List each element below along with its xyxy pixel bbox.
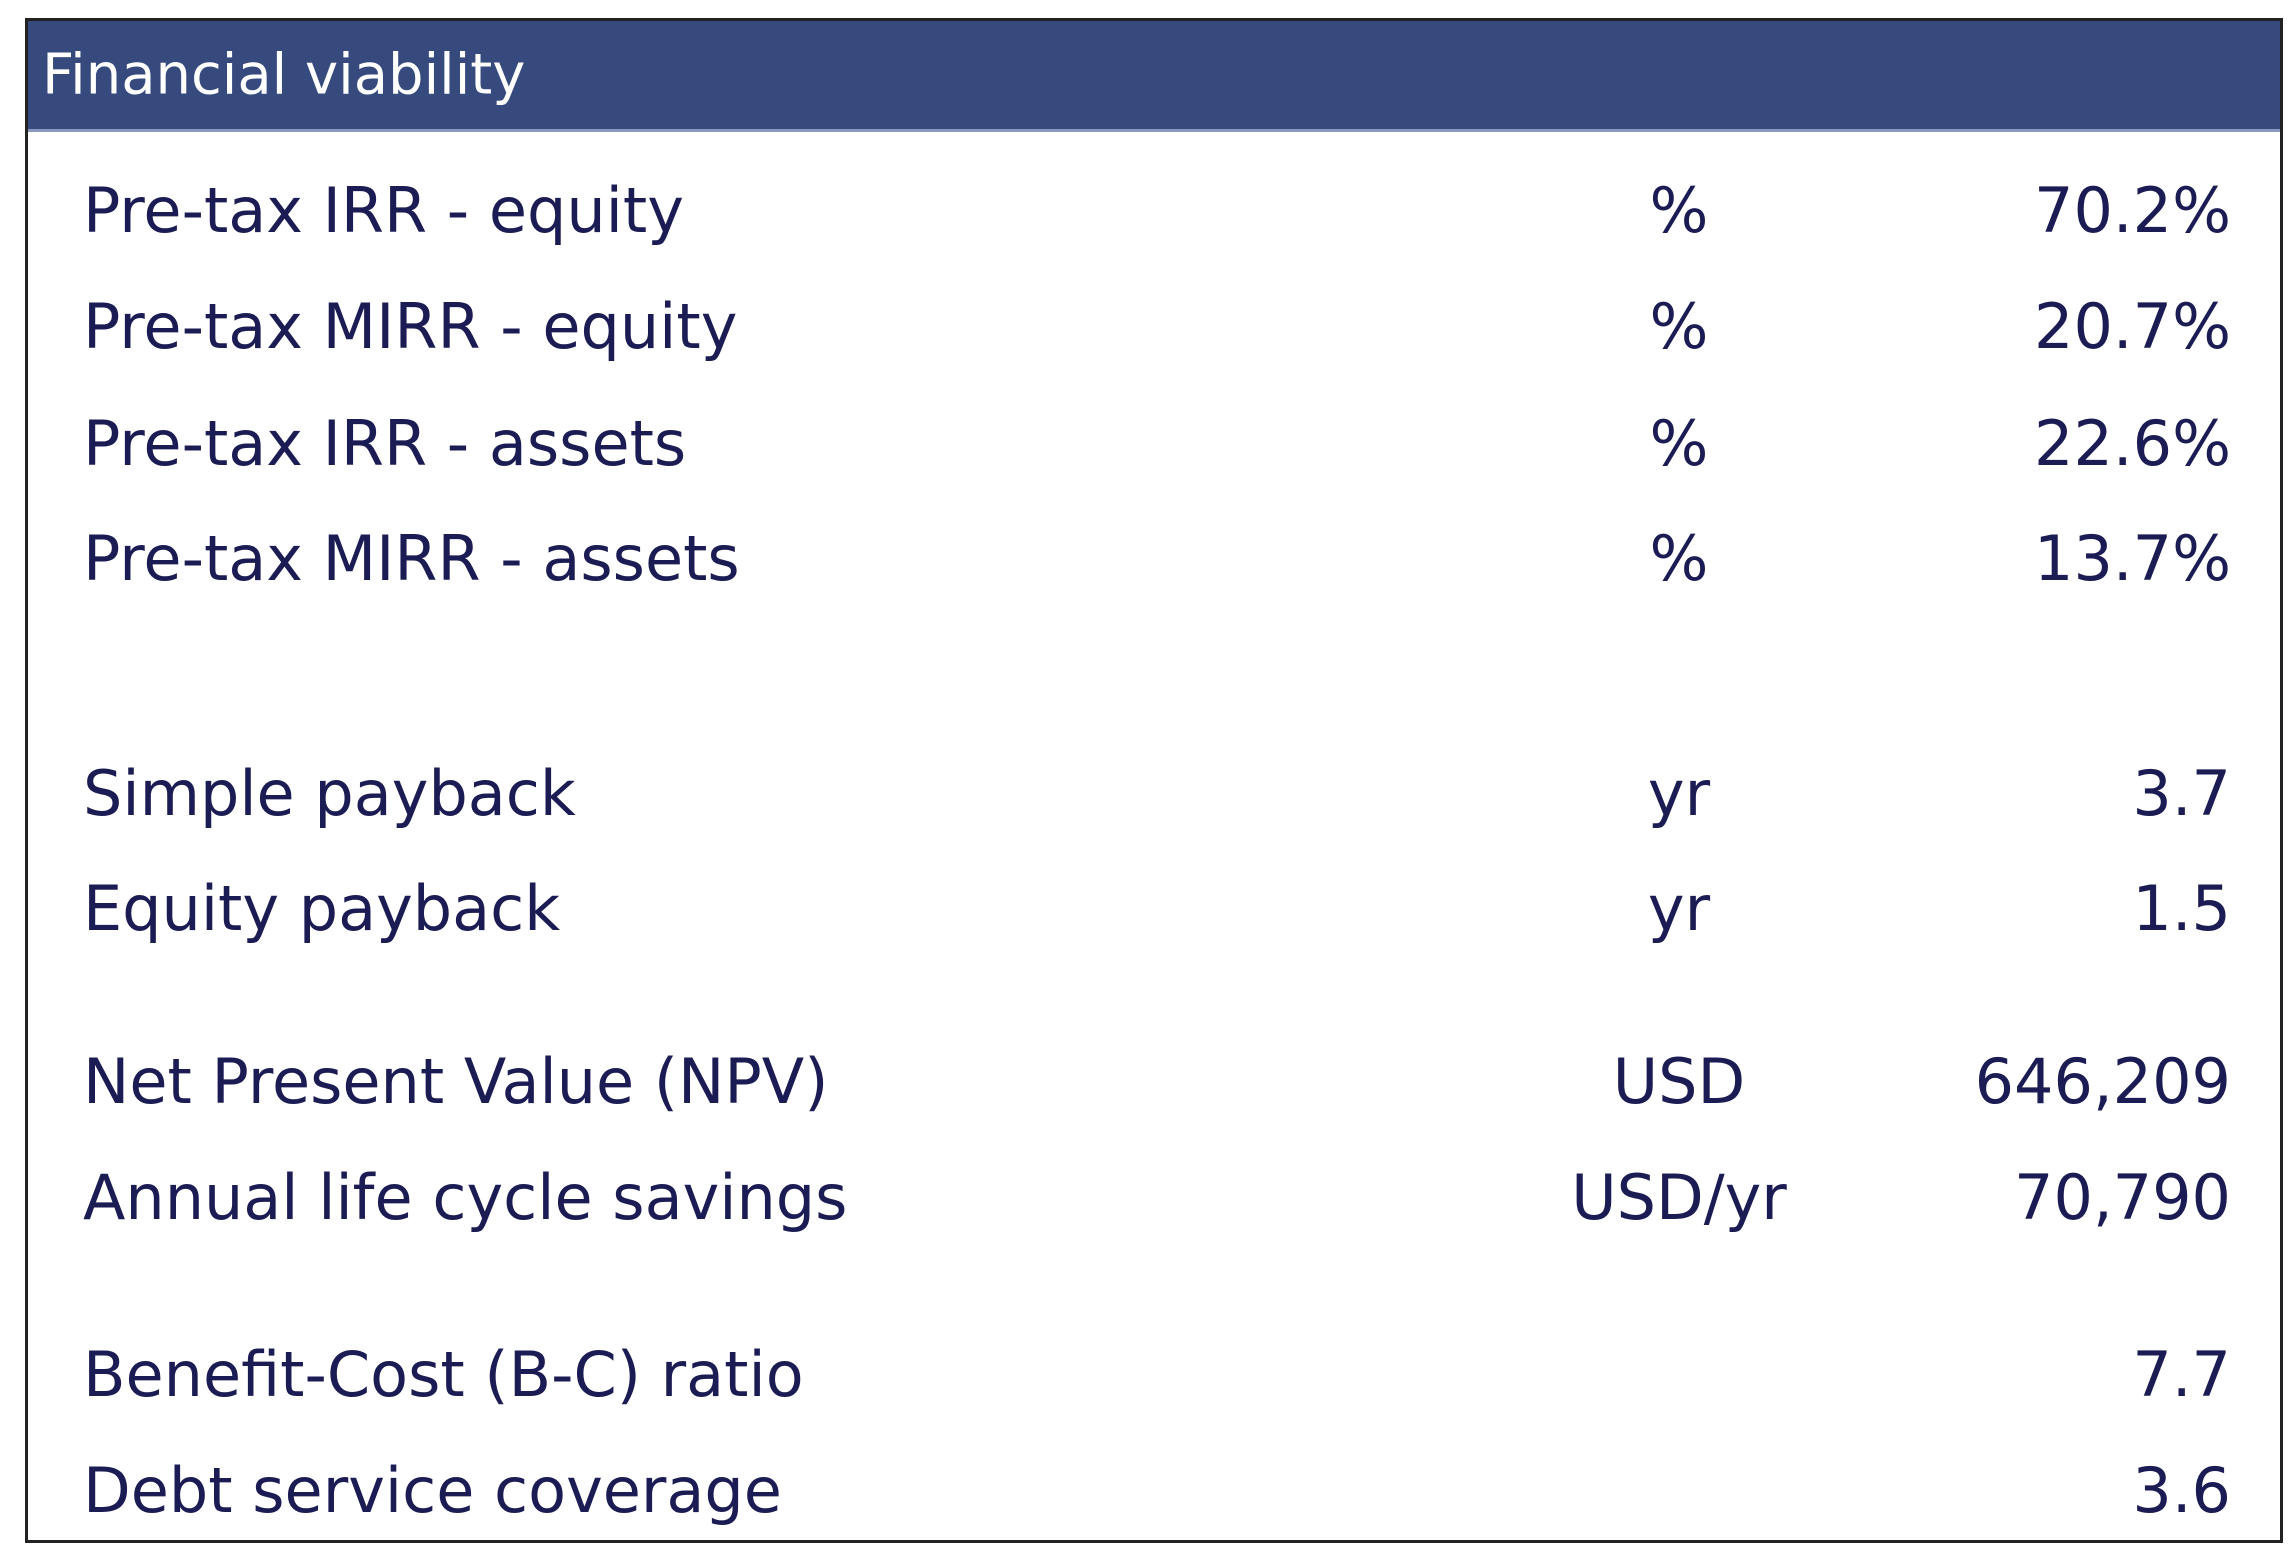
row-value: 1.5	[2132, 872, 2231, 945]
row-label: Pre-tax MIRR - assets	[83, 522, 740, 595]
row-label: Debt service coverage	[83, 1454, 782, 1527]
row-value: 3.7	[2132, 757, 2231, 830]
row-unit: %	[1649, 522, 1709, 595]
row-value: 20.7%	[2034, 290, 2231, 363]
row-unit: USD/yr	[1571, 1161, 1787, 1234]
financial-viability-panel: Financial viability Pre-tax IRR - equity…	[25, 18, 2283, 1543]
row-unit: USD	[1612, 1045, 1746, 1118]
row-value: 3.6	[2132, 1454, 2231, 1527]
row-value: 7.7	[2132, 1338, 2231, 1411]
row-value: 70,790	[2014, 1161, 2231, 1234]
row-label: Annual life cycle savings	[83, 1161, 848, 1234]
row-value: 70.2%	[2034, 174, 2231, 247]
panel-title: Financial viability	[42, 42, 526, 108]
row-value: 13.7%	[2034, 522, 2231, 595]
row-label: Pre-tax IRR - assets	[83, 407, 687, 480]
row-label: Net Present Value (NPV)	[83, 1045, 829, 1118]
row-label: Simple payback	[83, 757, 576, 830]
panel-header: Financial viability	[28, 21, 2280, 132]
row-value: 22.6%	[2034, 407, 2231, 480]
row-value: 646,209	[1974, 1045, 2231, 1118]
row-label: Benefit-Cost (B-C) ratio	[83, 1338, 804, 1411]
row-unit: %	[1649, 290, 1709, 363]
row-label: Pre-tax IRR - equity	[83, 174, 684, 247]
row-unit: yr	[1647, 872, 1711, 945]
row-unit: yr	[1647, 757, 1711, 830]
row-label: Pre-tax MIRR - equity	[83, 290, 738, 363]
row-unit: %	[1649, 174, 1709, 247]
row-unit: %	[1649, 407, 1709, 480]
row-label: Equity payback	[83, 872, 561, 945]
